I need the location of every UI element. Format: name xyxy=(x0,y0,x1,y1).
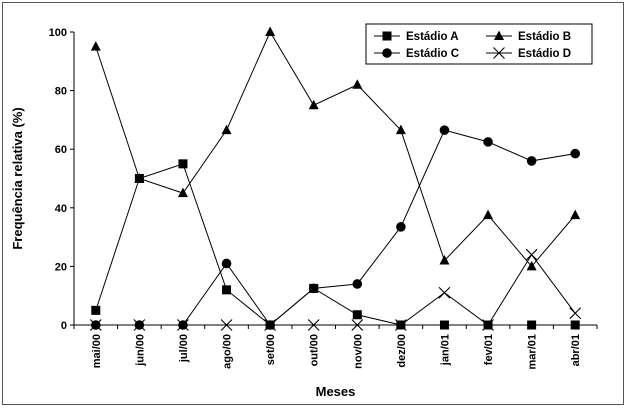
x-tick-label: mar/01 xyxy=(527,334,539,369)
x-tick-label: fev/01 xyxy=(483,334,495,365)
data-point-square xyxy=(570,320,580,330)
x-marker-stroke xyxy=(569,307,582,320)
x-marker-stroke xyxy=(133,319,146,331)
data-point-x xyxy=(351,319,364,331)
data-point-triangle xyxy=(439,255,450,265)
legend-marker-x xyxy=(493,47,505,59)
data-point-square xyxy=(178,159,188,169)
data-point-x xyxy=(177,319,189,331)
data-point-triangle xyxy=(570,209,581,220)
x-tick-label: jan/01 xyxy=(439,334,451,366)
data-point-circle xyxy=(308,283,319,294)
x-marker-stroke xyxy=(525,248,538,261)
x-marker-stroke xyxy=(220,319,233,331)
data-point-triangle xyxy=(265,26,276,36)
x-tick-labels: mai/00 jun/00 jul/00 ago/00 set/00 out/00 nov/… xyxy=(91,334,582,369)
x-marker-stroke xyxy=(438,286,451,299)
data-point-x xyxy=(438,286,451,299)
data-point-square xyxy=(527,320,537,330)
x-tick-label: jun/00 xyxy=(134,334,146,367)
y-tick-label: 100 xyxy=(49,27,67,39)
series-line-square xyxy=(95,163,576,326)
data-point-x xyxy=(133,319,146,331)
data-point-triangle xyxy=(134,173,145,183)
data-point-circle xyxy=(526,156,537,166)
legend-label: Estádio A xyxy=(406,31,459,43)
legend-label: Estádio C xyxy=(406,48,459,60)
legend: Estádio A Estádio B Estádio C Estádio D xyxy=(365,23,593,65)
data-point-triangle xyxy=(177,187,188,198)
data-point-x xyxy=(482,319,494,331)
x-tick-label: set/00 xyxy=(265,334,277,365)
x-marker-stroke xyxy=(307,319,320,331)
data-point-square xyxy=(352,310,362,320)
x-tick-label: nov/00 xyxy=(352,334,364,369)
data-point-circle xyxy=(570,148,581,159)
legend-box xyxy=(365,23,593,65)
x-tick-label: abr/01 xyxy=(570,334,582,366)
data-point-square xyxy=(91,305,101,315)
data-point-x xyxy=(394,319,407,331)
y-tick-label: 80 xyxy=(55,86,67,98)
legend-marker-triangle xyxy=(494,30,504,40)
data-point-x xyxy=(220,319,233,331)
x-marker-stroke xyxy=(177,319,189,331)
data-point-triangle xyxy=(483,209,494,220)
y-tick-label: 40 xyxy=(55,203,67,215)
x-marker-stroke xyxy=(493,47,505,59)
data-point-triangle xyxy=(90,41,101,51)
data-point-x xyxy=(525,248,538,261)
legend-label: Estádio D xyxy=(518,48,571,60)
x-marker-stroke xyxy=(394,319,407,331)
x-axis-title: Meses xyxy=(316,384,356,399)
x-marker-stroke xyxy=(482,319,494,331)
y-tick-label: 60 xyxy=(55,144,67,156)
legend-label: Estádio B xyxy=(518,31,571,43)
series-line-triangle xyxy=(95,30,576,268)
x-marker-stroke xyxy=(89,319,102,331)
data-point-x xyxy=(264,319,277,331)
x-tick-label: mai/00 xyxy=(91,334,103,368)
data-point-triangle xyxy=(395,124,406,135)
y-tick-labels: 0 20 40 60 80 100 xyxy=(49,27,67,332)
x-marker-stroke xyxy=(264,319,277,331)
x-tick-label: out/00 xyxy=(309,334,321,366)
y-tick-label: 20 xyxy=(55,261,67,273)
data-point-x xyxy=(89,319,102,331)
series-line-x xyxy=(95,253,576,326)
x-marker-stroke xyxy=(351,319,364,331)
legend-marker-circle xyxy=(382,48,392,58)
data-point-triangle xyxy=(526,260,537,271)
y-tick-label: 0 xyxy=(61,320,67,332)
x-tick-label: dez/00 xyxy=(396,334,408,368)
data-point-triangle xyxy=(352,79,363,89)
y-axis-title: Frequência relativa (%) xyxy=(10,107,25,249)
axes xyxy=(70,31,598,329)
series-line-circle xyxy=(95,129,576,326)
data-point-circle xyxy=(439,125,450,135)
data-point-triangle xyxy=(308,99,319,110)
data-point-x xyxy=(307,319,320,331)
series-lines xyxy=(95,30,576,326)
data-point-square xyxy=(439,320,449,330)
chart-frame xyxy=(2,2,624,405)
series-markers xyxy=(89,26,582,331)
data-point-circle xyxy=(221,258,232,269)
data-point-circle xyxy=(396,222,406,232)
x-tick-label: jul/00 xyxy=(178,334,190,363)
data-point-x xyxy=(569,307,582,320)
data-point-triangle xyxy=(221,124,232,135)
data-point-circle xyxy=(352,279,363,289)
data-point-square xyxy=(222,285,232,295)
x-tick-label: ago/00 xyxy=(222,334,234,369)
legend-marker-square xyxy=(382,31,392,41)
data-point-circle xyxy=(483,137,493,147)
